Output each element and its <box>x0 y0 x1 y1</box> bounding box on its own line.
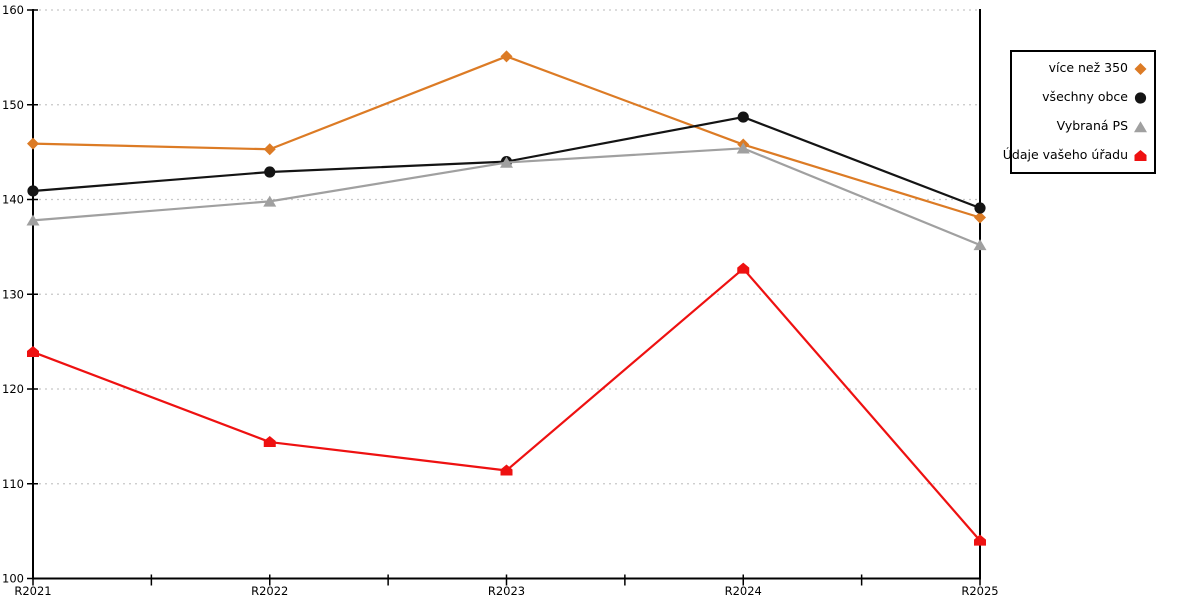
x-tick-label: R2021 <box>14 584 51 598</box>
data-point-triangle-icon <box>263 195 277 207</box>
legend-item: Vybraná PS <box>1012 120 1154 134</box>
legend-item: Údaje vašeho úřadu <box>1003 149 1154 163</box>
series-line-4 <box>32 267 981 542</box>
data-point-pentagon-icon <box>737 262 750 274</box>
data-point-pentagon-icon <box>974 534 986 546</box>
legend-label: Údaje vašeho úřadu <box>1002 147 1128 163</box>
data-point-pentagon-icon <box>500 464 513 476</box>
y-tick-label: 110 <box>2 477 24 491</box>
y-tick-label: 140 <box>2 193 24 207</box>
data-point-diamond-icon <box>500 50 513 63</box>
data-point-pentagon-icon <box>263 436 276 448</box>
data-point-circle-icon <box>27 185 39 197</box>
x-tick-label: R2023 <box>488 584 525 598</box>
legend-marker-pentagon-icon <box>1134 149 1147 161</box>
data-point-circle-icon <box>264 166 276 178</box>
y-tick-label: 130 <box>2 287 24 301</box>
data-point-diamond-icon <box>974 211 986 224</box>
legend-label: více než 350 <box>1048 60 1128 76</box>
data-point-circle-icon <box>974 202 986 214</box>
legend-label: Vybraná PS <box>1056 118 1128 134</box>
legend-marker-diamond-icon <box>1134 62 1147 75</box>
legend: více než 350 všechny obce Vybraná PS Údaje … <box>1003 50 1156 174</box>
data-point-triangle-icon <box>500 156 513 168</box>
y-tick-label: 120 <box>2 382 24 396</box>
x-tick-label: R2025 <box>961 584 998 598</box>
data-point-diamond-icon <box>263 143 276 156</box>
legend-marker-triangle-icon <box>1134 120 1147 132</box>
data-point-triangle-icon <box>26 214 40 226</box>
data-point-diamond-icon <box>27 137 39 150</box>
data-point-pentagon-icon <box>27 346 39 358</box>
y-tick-label: 150 <box>2 98 24 112</box>
data-point-triangle-icon <box>973 239 987 251</box>
y-tick-label: 160 <box>2 3 24 17</box>
y-tick-label: 100 <box>2 572 24 586</box>
legend-item: více než 350 <box>1012 62 1154 76</box>
series-line-1 <box>32 55 981 219</box>
data-point-circle-icon <box>737 111 749 123</box>
data-point-triangle-icon <box>736 142 750 154</box>
legend-label: všechny obce <box>1042 89 1128 105</box>
x-tick-label: R2024 <box>725 584 762 598</box>
legend-item: všechny obce <box>1012 91 1154 105</box>
x-tick-label: R2022 <box>251 584 288 598</box>
legend-marker-circle-icon <box>1134 91 1147 104</box>
